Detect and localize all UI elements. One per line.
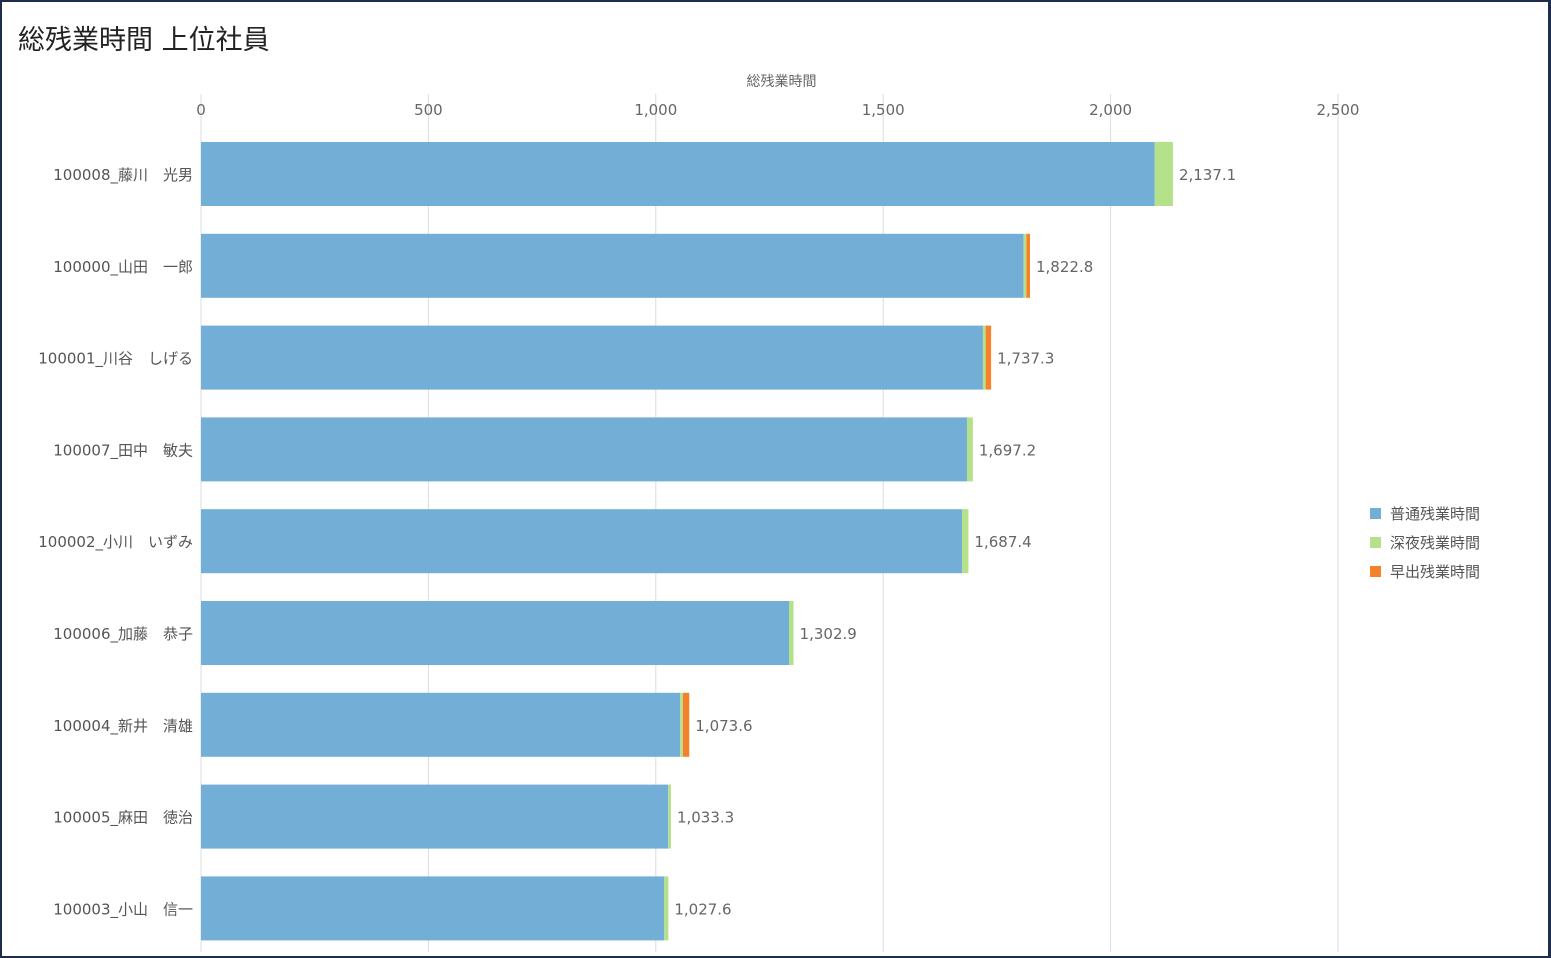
legend-label: 深夜残業時間	[1390, 534, 1481, 552]
x-tick-label: 1,500	[862, 101, 905, 119]
category-label: 100003_小山 信一	[53, 900, 193, 919]
bar-total-label: 1,073.6	[695, 717, 752, 735]
category-label: 100002_小川 いずみ	[38, 533, 193, 552]
category-label: 100006_加藤 恭子	[53, 625, 193, 644]
bar-segment	[982, 325, 986, 390]
category-label: 100004_新井 清雄	[53, 717, 193, 736]
bar-segment	[1023, 233, 1027, 298]
bar-total-label: 1,033.3	[677, 809, 734, 827]
legend-label: 普通残業時間	[1390, 505, 1481, 523]
x-tick-label: 500	[414, 101, 443, 119]
bar-segment	[201, 233, 1024, 298]
x-tick-label: 2,500	[1317, 101, 1360, 119]
bar-total-label: 1,687.4	[974, 533, 1031, 551]
category-label: 100008_藤川 光男	[53, 166, 193, 185]
x-tick-label: 0	[196, 101, 206, 119]
legend-item[interactable]: 早出残業時間	[1370, 557, 1480, 586]
bar-segment	[668, 784, 671, 849]
legend-swatch	[1370, 508, 1381, 519]
bar-segment	[966, 417, 973, 482]
bar-segment	[201, 601, 790, 665]
bar-segment	[201, 509, 963, 574]
x-axis-title: 総残業時間	[747, 74, 817, 90]
category-label: 100000_山田 一郎	[53, 258, 193, 277]
legend-swatch	[1370, 537, 1381, 548]
bar-segment	[962, 509, 969, 574]
category-label: 100007_田中 敏夫	[53, 441, 193, 460]
bar-segment	[664, 876, 669, 941]
x-tick-label: 2,000	[1089, 101, 1132, 119]
bar-segment	[201, 417, 967, 482]
chart-title: 総残業時間 上位社員	[18, 25, 270, 56]
legend-item[interactable]: 普通残業時間	[1370, 499, 1480, 528]
legend-label: 早出残業時間	[1390, 563, 1481, 581]
bar-segment	[201, 692, 681, 757]
x-tick-label: 1,000	[634, 101, 677, 119]
bar-segment	[201, 784, 669, 849]
bar-total-label: 1,737.3	[997, 350, 1054, 368]
bar-total-label: 1,822.8	[1036, 258, 1093, 276]
bar-segment	[201, 325, 983, 390]
bar-segment	[201, 142, 1155, 206]
bar-total-label: 1,302.9	[800, 625, 857, 643]
bar-segment	[789, 601, 794, 665]
bar-total-label: 2,137.1	[1179, 166, 1236, 184]
chart-legend: 普通残業時間 深夜残業時間 早出残業時間	[1370, 499, 1480, 586]
category-label: 100005_麻田 徳治	[53, 809, 193, 828]
legend-swatch	[1370, 566, 1381, 577]
bar-total-label: 1,027.6	[674, 900, 731, 918]
legend-item[interactable]: 深夜残業時間	[1370, 528, 1480, 557]
bar-segment	[985, 325, 992, 390]
bar-segment	[682, 692, 690, 757]
category-label: 100001_川谷 しげる	[38, 350, 193, 369]
bar-total-label: 1,697.2	[979, 441, 1036, 459]
bar-segment	[680, 692, 683, 757]
bar-segment	[1026, 233, 1031, 298]
bar-segment	[201, 876, 665, 941]
bar-segment	[1154, 142, 1173, 206]
